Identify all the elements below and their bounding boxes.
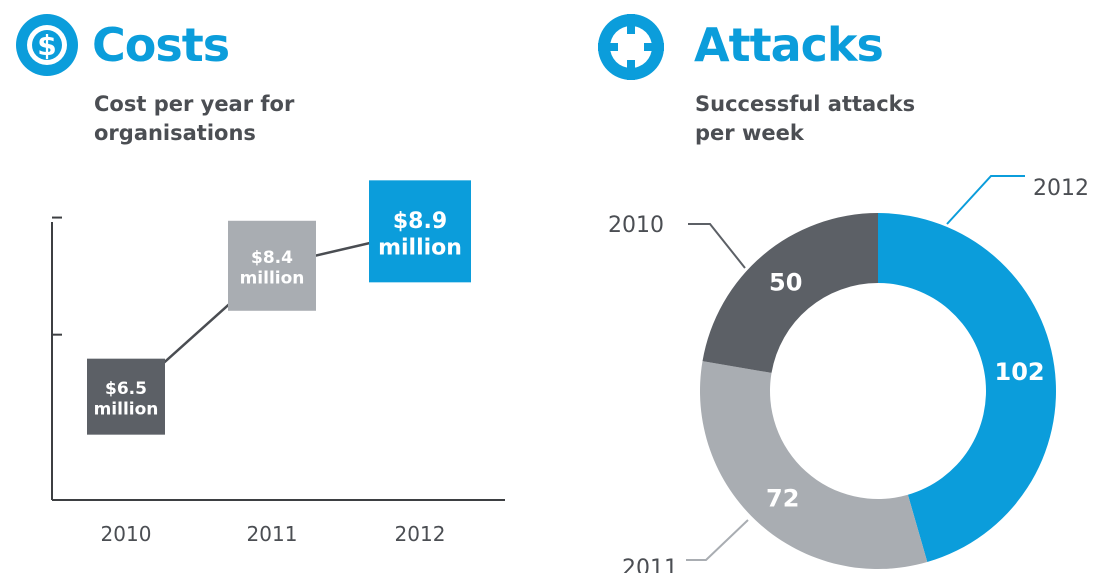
x-tick-label: 2010 [101, 522, 152, 546]
slice-value-label: 50 [769, 269, 802, 297]
slice-value-label: 72 [766, 485, 799, 513]
attacks-chart: 102 2012 72 2011 50 2010 [608, 175, 1089, 573]
cost-point-2012 [369, 180, 471, 283]
callout-line-2011 [686, 519, 749, 561]
dollar-circle-icon: $ [16, 14, 78, 76]
costs-subtitle-line-2: organisations [94, 121, 256, 145]
callout-line-2010 [688, 223, 746, 269]
slice-year-label: 2012 [1033, 176, 1089, 201]
costs-chart: $6.5million2010$8.4million2011$8.9millio… [51, 180, 505, 546]
slice-value-label: 102 [995, 358, 1045, 386]
cost-label-value: $8.4 [251, 248, 293, 268]
attacks-panel: Attacks Successful attacks per week 102 2… [560, 0, 1096, 573]
x-tick-label: 2011 [247, 522, 298, 546]
costs-panel: $ Costs Cost per year for organisations … [0, 0, 540, 573]
svg-text:$: $ [37, 29, 56, 62]
attacks-subtitle: Successful attacks per week [695, 90, 955, 148]
cost-label-value: $6.5 [105, 379, 147, 399]
x-tick-label: 2012 [395, 522, 446, 546]
attacks-subtitle-line-1: Successful attacks [695, 92, 916, 116]
cost-label-unit: million [240, 269, 305, 289]
slice-year-label: 2010 [608, 213, 664, 238]
cost-point-2011 [228, 220, 316, 311]
donut-slice-2011 [700, 361, 928, 569]
crosshair-icon [598, 14, 664, 80]
slice-year-label: 2011 [622, 556, 678, 573]
cost-label-unit: million [378, 235, 462, 260]
cost-point-2010 [87, 358, 165, 435]
cost-label-value: $8.9 [393, 209, 447, 234]
donut-slice-2010 [702, 213, 878, 373]
costs-subtitle: Cost per year for organisations [94, 90, 354, 148]
costs-subtitle-line-1: Cost per year for [94, 92, 295, 116]
costs-title: Costs [92, 18, 230, 72]
callout-line-2012 [946, 175, 1025, 225]
attacks-subtitle-line-2: per week [695, 121, 804, 145]
attacks-title: Attacks [694, 18, 884, 72]
cost-label-unit: million [94, 400, 159, 420]
donut-slice-2012 [878, 212, 1056, 563]
